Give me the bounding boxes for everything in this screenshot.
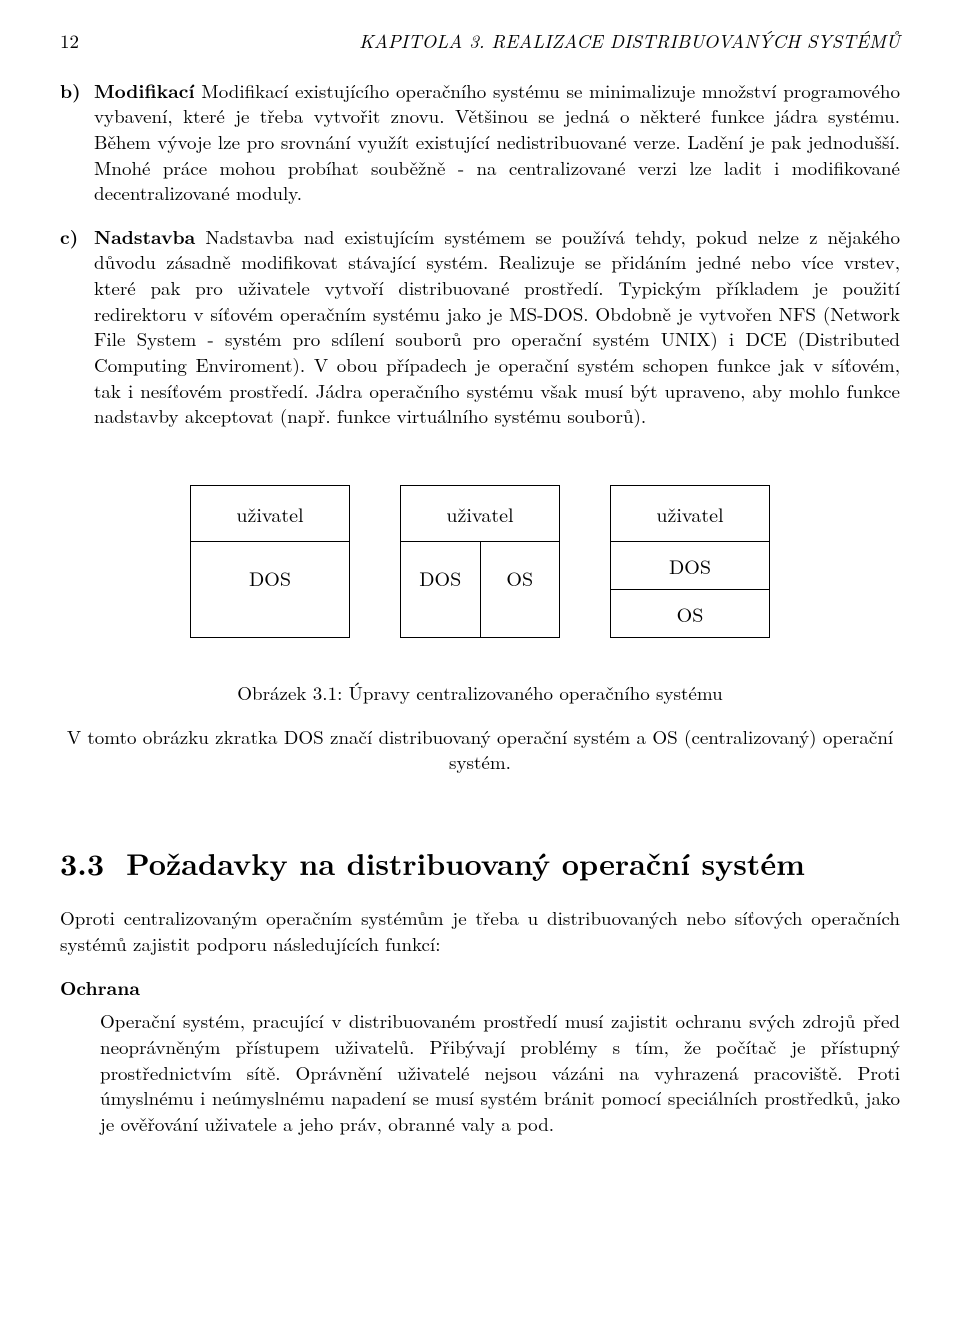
item-lead: Modifikací: [94, 76, 195, 104]
item-lead: Nadstavba: [94, 222, 195, 250]
box-a-top: uživatel: [191, 486, 349, 542]
page: 12 KAPITOLA 3. REALIZACE DISTRIBUOVANÝCH…: [0, 0, 960, 1193]
box-b-top: uživatel: [401, 486, 559, 542]
diagram-box-c: uživatel DOS OS: [610, 485, 770, 638]
figure-boxes: uživatel DOS uživatel DOS OS uživatel DO…: [60, 485, 900, 638]
page-number: 12: [60, 28, 79, 54]
figure-note: V tomto obrázku zkratka DOS značí distri…: [60, 724, 900, 775]
box-b-bottom: DOS OS: [401, 542, 559, 637]
subsection-body: Operační systém, pracující v distribuova…: [60, 1008, 900, 1136]
section-heading: 3.3 Požadavky na distribuovaný operační s…: [60, 843, 900, 884]
section-intro: Oproti centralizovaným operačním systémů…: [60, 905, 900, 956]
box-c-bot: OS: [611, 590, 769, 637]
subsection-heading: Ochrana: [60, 975, 900, 1001]
box-a-bottom: DOS: [191, 542, 349, 613]
diagram-box-b: uživatel DOS OS: [400, 485, 560, 638]
item-marker: c): [60, 224, 94, 250]
item-body: Nadstavba nad existujícím systémem se po…: [94, 223, 900, 429]
list-item-b: b)Modifikací Modifikací existujícího ope…: [60, 78, 900, 206]
section-number: 3.3: [60, 841, 104, 884]
box-c-top: uživatel: [611, 486, 769, 542]
item-body: Modifikací existujícího operačního systé…: [94, 77, 900, 207]
running-head: 12 KAPITOLA 3. REALIZACE DISTRIBUOVANÝCH…: [60, 28, 900, 54]
section-title: Požadavky na distribuovaný operační syst…: [126, 841, 805, 884]
chapter-title: KAPITOLA 3. REALIZACE DISTRIBUOVANÝCH SY…: [359, 28, 900, 54]
figure-3-1: uživatel DOS uživatel DOS OS uživatel DO…: [60, 485, 900, 775]
figure-caption: Obrázek 3.1: Úpravy centralizovaného ope…: [60, 680, 900, 706]
box-b-bottom-right: OS: [481, 542, 560, 637]
box-c-mid: DOS: [611, 542, 769, 590]
diagram-box-a: uživatel DOS: [190, 485, 350, 638]
box-b-bottom-left: DOS: [401, 542, 481, 637]
item-marker: b): [60, 78, 94, 104]
list-item-c: c)Nadstavba Nadstavba nad existujícím sy…: [60, 224, 900, 429]
